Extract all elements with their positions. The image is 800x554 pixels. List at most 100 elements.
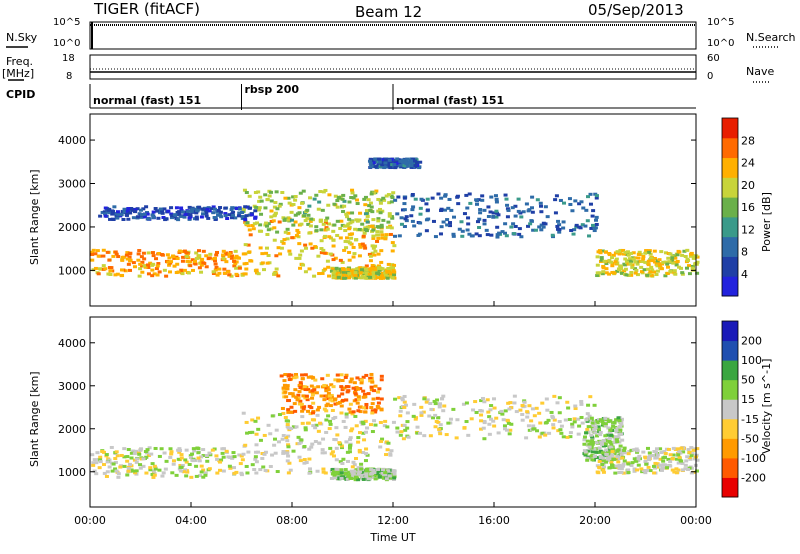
heatmap-cell [646,259,651,263]
heatmap-cell [360,274,365,278]
heatmap-cell [341,268,346,272]
heatmap-cell [382,424,387,428]
heatmap-cell [375,471,380,475]
heatmap-cell [242,262,247,266]
heatmap-cell [495,211,500,215]
heatmap-cell [218,468,223,472]
heatmap-cell [328,398,333,402]
heatmap-cell [657,262,662,266]
heatmap-cell [177,249,182,253]
heatmap-cell [678,451,683,455]
heatmap-cell [120,255,125,259]
heatmap-cell [160,209,165,213]
heatmap-cell [489,233,494,237]
heatmap-cell [128,211,133,215]
heatmap-cell [207,467,212,471]
heatmap-cell [346,459,351,463]
heatmap-cell [592,454,597,458]
heatmap-cell [534,406,539,410]
heatmap-cell [380,233,385,237]
heatmap-cell [334,458,339,462]
heatmap-cell [567,417,572,421]
heatmap-cell [380,209,385,213]
heatmap-cell [379,397,384,401]
heatmap-cell [307,267,312,271]
heatmap-cell [469,417,474,421]
heatmap-cell [482,218,487,222]
heatmap-cell [350,412,355,416]
heatmap-cell [291,195,296,199]
heatmap-cell [412,402,417,406]
heatmap-cell [273,211,278,215]
heatmap-cell [187,213,192,217]
heatmap-cell [152,473,157,477]
heatmap-cell [373,477,378,481]
heatmap-cell [623,267,628,271]
heatmap-cell [101,248,106,252]
heatmap-cell [241,207,246,211]
heatmap-cell [368,376,373,380]
heatmap-cell [310,396,315,400]
heatmap-cell [331,385,336,389]
heatmap-cell [101,264,106,268]
heatmap-cell [343,239,348,243]
heatmap-cell [356,472,361,476]
heatmap-cell [237,207,242,211]
heatmap-cell [593,226,598,230]
colorbar-swatch [722,216,738,238]
heatmap-cell [451,407,456,411]
heatmap-cell [626,273,631,277]
heatmap-cell [482,421,487,425]
heatmap-cell [467,232,472,236]
heatmap-cell [631,448,636,452]
heatmap-cell [182,470,187,474]
heatmap-cell [287,378,292,382]
heatmap-cell [320,377,325,381]
heatmap-cell [344,246,349,250]
heatmap-cell [254,269,259,273]
heatmap-cell [90,258,95,262]
heatmap-cell [395,212,400,216]
heatmap-cell [393,198,398,202]
heatmap-cell [619,453,624,457]
heatmap-cell [333,402,338,406]
heatmap-cell [257,199,262,203]
heatmap-cell [122,455,127,459]
colorbar [722,321,738,498]
heatmap-cell [290,392,295,396]
heatmap-cell [303,243,308,247]
heatmap-cell [324,404,329,408]
heatmap-cell [492,406,497,410]
heatmap-cell [385,276,390,280]
heatmap-cell [614,418,619,422]
heatmap-cell [558,198,563,202]
heatmap-cell [132,452,137,456]
heatmap-cell [480,198,485,202]
heatmap-cell [218,213,223,217]
heatmap-cell [120,258,125,262]
heatmap-cell [111,254,116,258]
heatmap-cell [446,421,451,425]
heatmap-cell [211,270,216,274]
heatmap-cell [316,254,321,258]
heatmap-cell [584,431,589,435]
heatmap-cell [610,463,615,467]
heatmap-cell [561,226,566,230]
heatmap-cell [103,206,108,210]
heatmap-cell [286,443,291,447]
heatmap-cell [363,226,368,230]
heatmap-cell [98,460,103,464]
heatmap-cell [188,454,193,458]
heatmap-cell [112,205,117,209]
heatmap-cell [314,225,319,229]
heatmap-cell [225,216,230,220]
heatmap-cell [368,423,373,427]
heatmap-cell [379,374,384,378]
heatmap-cell [217,271,222,275]
heatmap-cell [626,452,631,456]
heatmap-cell [377,268,382,272]
heatmap-cell [665,262,670,266]
heatmap-cell [405,164,410,168]
heatmap-cell [526,209,531,213]
heatmap-cell [643,251,648,255]
